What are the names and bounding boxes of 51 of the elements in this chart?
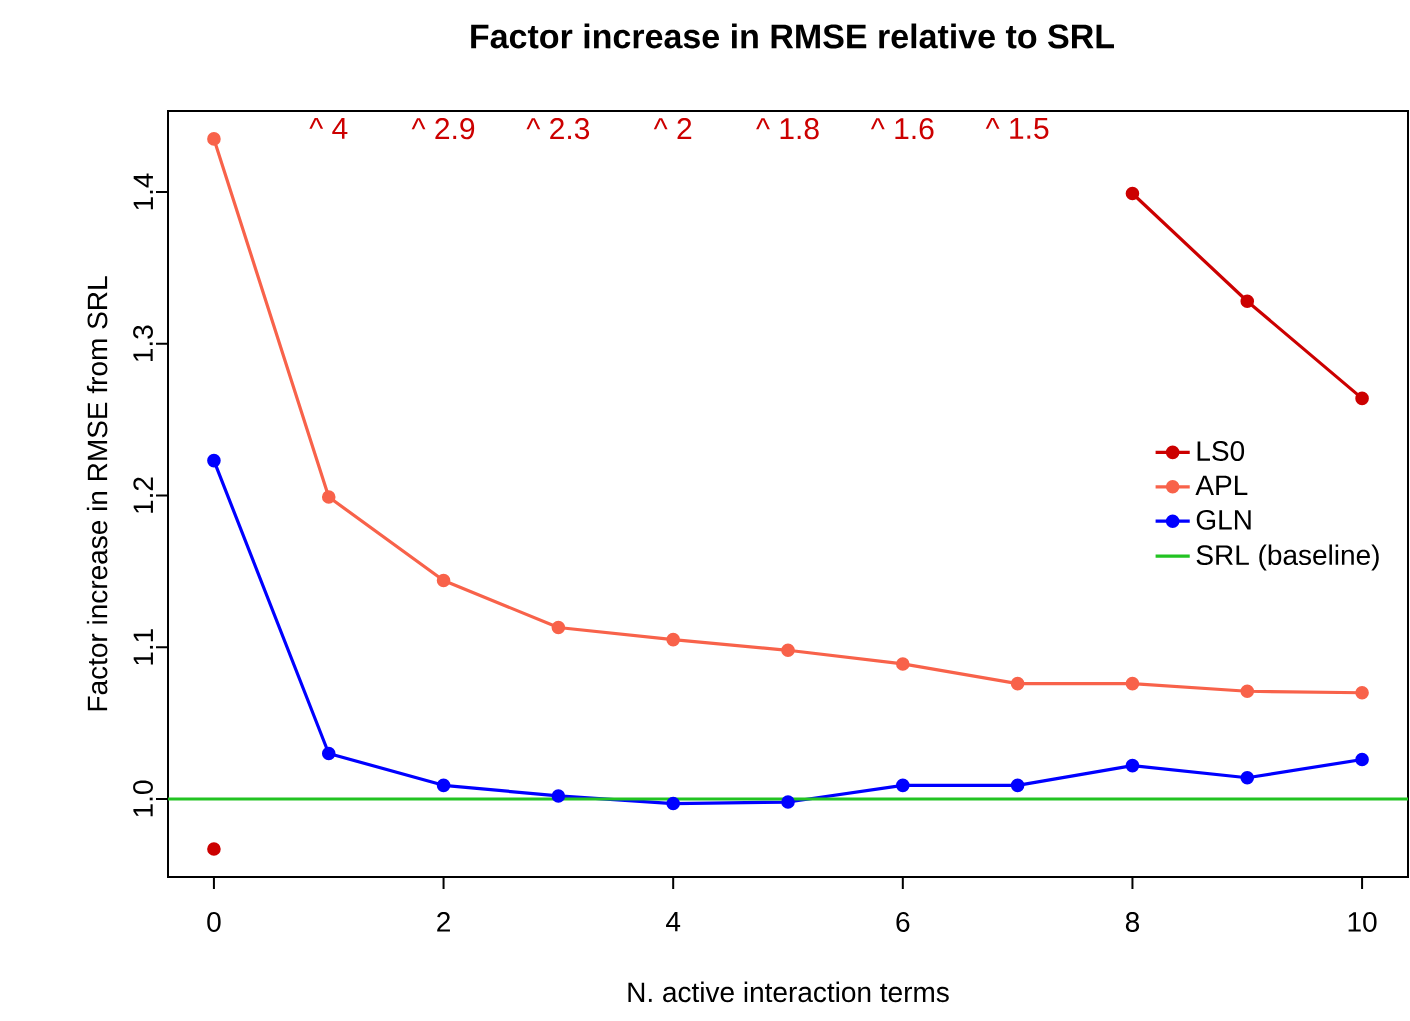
legend-label: APL xyxy=(1195,475,1248,495)
point xyxy=(551,789,566,803)
point xyxy=(207,132,221,146)
point xyxy=(207,842,221,856)
point xyxy=(321,490,336,504)
point xyxy=(1010,778,1025,793)
y-tick-label: 1.3 xyxy=(133,325,153,362)
x-tick-label: 10 xyxy=(1348,912,1377,932)
legend-label: LS0 xyxy=(1197,441,1245,461)
point xyxy=(1240,684,1255,699)
y-tick-label: 1.4 xyxy=(133,173,153,210)
point xyxy=(781,643,795,658)
x-tick-label: 8 xyxy=(1125,912,1140,932)
point xyxy=(666,796,680,811)
x-tick-label: 0 xyxy=(207,912,221,932)
legend-label: SRL (baseline) xyxy=(1196,544,1379,571)
point xyxy=(1125,676,1140,691)
point xyxy=(1010,676,1025,691)
point xyxy=(1125,758,1140,773)
y-tick-label: 1.2 xyxy=(133,477,153,513)
point xyxy=(1240,294,1255,309)
annotation: ^ 1.5 xyxy=(985,118,1049,139)
point xyxy=(1125,186,1140,201)
x-axis-title: N. active interaction terms xyxy=(628,981,949,1003)
point xyxy=(666,632,680,647)
annotation: ^ 2.9 xyxy=(411,118,475,140)
chart-title: Factor increase in RMSE relative to SRL xyxy=(471,23,1114,49)
point xyxy=(781,795,795,809)
legend-label: GLN xyxy=(1196,509,1251,530)
point xyxy=(436,778,451,793)
point xyxy=(1240,770,1255,785)
y-tick-label: 1.0 xyxy=(133,780,153,817)
point xyxy=(207,453,221,468)
y-tick-label: 1.1 xyxy=(133,629,153,665)
annotation: ^ 1.6 xyxy=(870,118,934,140)
x-tick-label: 4 xyxy=(666,912,681,932)
point xyxy=(896,778,910,793)
point xyxy=(896,657,910,671)
point xyxy=(551,620,566,635)
point xyxy=(1355,685,1369,700)
y-axis-title: Factor increase in RMSE from SRL xyxy=(86,276,108,711)
point xyxy=(436,573,451,588)
annotation: ^ 4 xyxy=(309,118,348,139)
annotation: ^ 1.8 xyxy=(756,118,819,140)
point xyxy=(321,746,336,761)
point xyxy=(1355,391,1369,406)
x-tick-label: 2 xyxy=(437,912,450,932)
point xyxy=(1355,752,1369,767)
annotation: ^ 2 xyxy=(653,118,692,139)
annotation: ^ 2.3 xyxy=(526,118,590,140)
x-tick-label: 6 xyxy=(896,912,910,932)
